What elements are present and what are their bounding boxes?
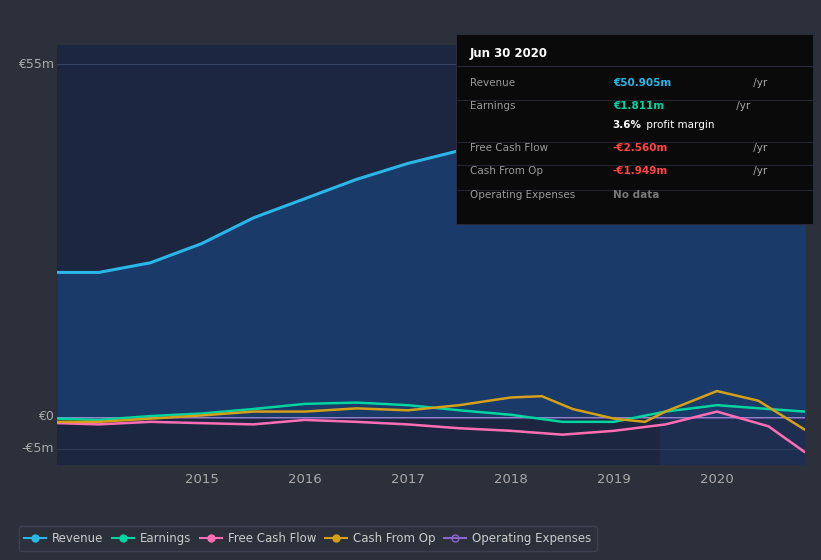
Text: No data: No data (612, 190, 659, 200)
Text: Earnings: Earnings (470, 101, 516, 111)
Text: €1.811m: €1.811m (612, 101, 664, 111)
Text: Free Cash Flow: Free Cash Flow (470, 143, 548, 153)
Legend: Revenue, Earnings, Free Cash Flow, Cash From Op, Operating Expenses: Revenue, Earnings, Free Cash Flow, Cash … (19, 526, 597, 551)
Text: /yr: /yr (750, 78, 767, 88)
Bar (660, 45, 805, 465)
Text: Jun 30 2020: Jun 30 2020 (470, 47, 548, 60)
Text: Cash From Op: Cash From Op (470, 166, 543, 176)
Text: /yr: /yr (750, 166, 767, 176)
Text: -€5m: -€5m (21, 442, 53, 455)
Text: /yr: /yr (750, 143, 767, 153)
Text: -€2.560m: -€2.560m (612, 143, 668, 153)
Text: €0: €0 (38, 410, 53, 423)
Text: €50.905m: €50.905m (612, 78, 671, 88)
Text: -€1.949m: -€1.949m (612, 166, 668, 176)
Text: profit margin: profit margin (643, 120, 714, 130)
Text: 3.6%: 3.6% (612, 120, 642, 130)
Text: /yr: /yr (733, 101, 750, 111)
Text: Operating Expenses: Operating Expenses (470, 190, 576, 200)
Text: Revenue: Revenue (470, 78, 515, 88)
Text: €55m: €55m (18, 58, 53, 71)
